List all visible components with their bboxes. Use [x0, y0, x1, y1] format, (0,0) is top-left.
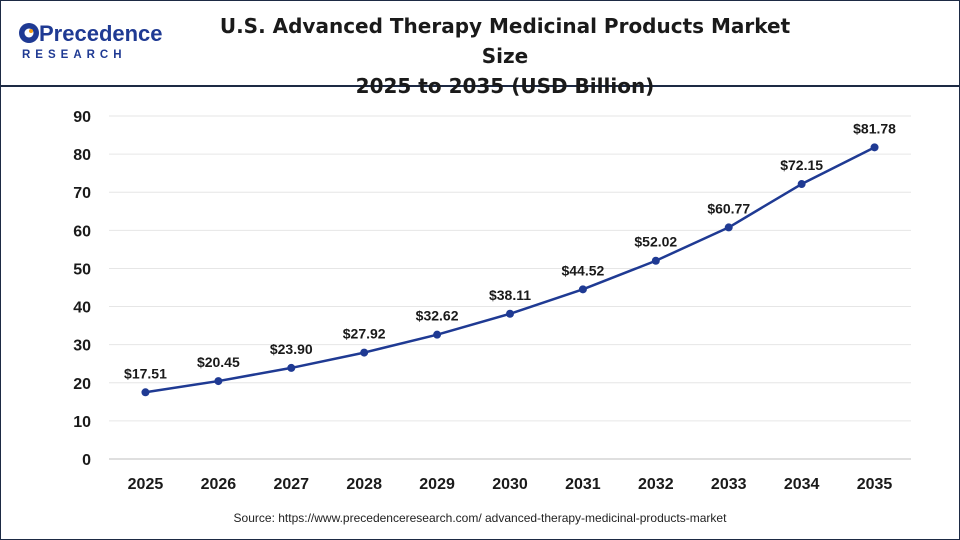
- y-tick-label: 50: [73, 261, 91, 278]
- data-point: [651, 256, 660, 265]
- data-point: [797, 180, 806, 189]
- data-label: $17.51: [124, 365, 167, 381]
- source-note: Source: https://www.precedenceresearch.c…: [233, 511, 727, 525]
- x-tick-label: 2031: [565, 476, 601, 493]
- x-tick-label: 2030: [492, 476, 528, 493]
- x-tick-label: 2032: [638, 476, 674, 493]
- y-tick-label: 70: [73, 185, 91, 202]
- logo-wordmark: Precedence: [39, 21, 163, 46]
- data-label: $32.62: [416, 308, 459, 324]
- data-label: $60.77: [707, 200, 750, 216]
- y-axis-ticks: 0 10 20 30 40 50 60 70 80 90: [73, 109, 91, 469]
- data-label: $23.90: [270, 341, 313, 357]
- data-point: [724, 223, 733, 232]
- y-tick-label: 40: [73, 300, 91, 317]
- data-point: [506, 309, 514, 318]
- data-points: [141, 143, 879, 397]
- x-tick-label: 2034: [784, 476, 820, 493]
- x-tick-label: 2026: [201, 476, 237, 493]
- chart-title: U.S. Advanced Therapy Medicinal Products…: [201, 11, 809, 101]
- x-tick-label: 2028: [346, 476, 382, 493]
- y-tick-label: 30: [73, 338, 91, 355]
- data-point: [870, 143, 879, 152]
- data-point: [433, 330, 442, 339]
- x-tick-label: 2035: [857, 476, 893, 493]
- precedence-research-logo: Precedence RESEARCH: [19, 21, 163, 61]
- x-axis-ticks: 2025 2026 2027 2028 2029 2030 2031 2032 2033 2034…: [128, 476, 893, 493]
- data-label: $27.92: [343, 326, 386, 342]
- x-tick-label: 2027: [273, 476, 309, 493]
- y-tick-label: 90: [73, 109, 91, 126]
- data-point: [141, 388, 150, 397]
- data-label: $44.52: [561, 262, 604, 278]
- data-label: $38.11: [489, 287, 531, 303]
- series-market-size: [145, 146, 876, 394]
- x-tick-label: 2025: [128, 476, 164, 493]
- data-label: $72.15: [780, 157, 823, 173]
- header: Precedence RESEARCH U.S. Advanced Therap…: [1, 1, 959, 98]
- data-labels: $17.51 $20.45 $23.90 $27.92 $32.62 $38.11 $44.…: [124, 120, 896, 381]
- data-point: [578, 285, 587, 294]
- chart-title-line2: 2025 to 2035 (USD Billion): [355, 74, 655, 98]
- y-tick-label: 0: [82, 452, 91, 469]
- gridlines: [109, 115, 911, 460]
- data-point: [287, 363, 296, 372]
- x-tick-label: 2033: [711, 476, 747, 493]
- logo-subtitle: RESEARCH: [22, 49, 127, 61]
- y-tick-label: 10: [73, 414, 91, 431]
- series-line: [145, 146, 876, 394]
- y-tick-label: 80: [73, 147, 91, 164]
- data-label: $81.78: [853, 120, 896, 136]
- x-tick-label: 2029: [419, 476, 455, 493]
- data-point: [214, 377, 223, 386]
- chart-title-line1: U.S. Advanced Therapy Medicinal Products…: [219, 14, 791, 68]
- y-tick-label: 20: [73, 376, 91, 393]
- data-label: $52.02: [634, 234, 677, 250]
- data-point: [360, 348, 369, 357]
- data-label: $20.45: [197, 354, 240, 370]
- y-tick-label: 60: [73, 223, 91, 240]
